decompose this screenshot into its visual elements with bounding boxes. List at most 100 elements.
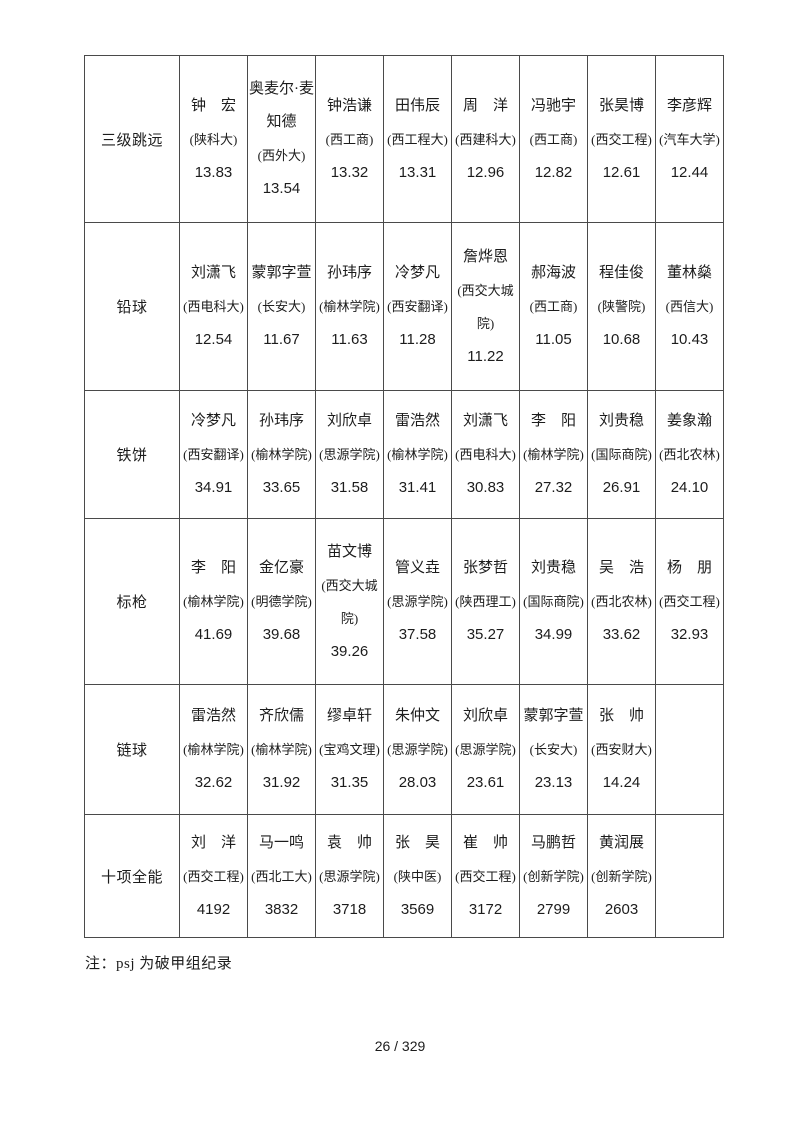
athlete-result: 26.91 <box>602 479 641 496</box>
athlete-school: (明德学院) <box>251 594 312 609</box>
results-table-body: 三级跳远钟 宏 (陕科大) 13.83 奥麦尔·麦知德 (西外大) 13.54 钟浩谦 (西工… <box>84 55 724 938</box>
athlete-school: (榆林学院) <box>183 742 244 757</box>
athlete-school: (西工商) <box>325 131 374 147</box>
athlete-cell: 刘欣卓 (思源学院) 23.61 <box>451 684 520 815</box>
athlete-result: 39.26 <box>330 642 369 660</box>
athlete-school: (榆林学院) <box>523 447 584 462</box>
athlete-school: (汽车大学) <box>659 131 720 147</box>
athlete-name: 奥麦尔·麦知德 <box>249 81 314 130</box>
athlete-name: 田伟辰 <box>394 97 440 114</box>
athlete-cell: 吴 浩 (西北农林) 33.62 <box>587 518 656 685</box>
athlete-cell: 崔 帅 (西交工程) 3172 <box>451 814 520 938</box>
athlete-name: 袁 帅 <box>326 834 372 851</box>
athlete-school: (西安翻译) <box>183 447 244 462</box>
athlete-cell: 詹烨恩 (西交大城院) 11.22 <box>451 222 520 391</box>
athlete-school: (西安财大) <box>591 742 652 757</box>
athlete-result: 33.62 <box>602 626 641 643</box>
athlete-school: (西北农林) <box>659 447 720 462</box>
athlete-result: 3718 <box>332 900 367 918</box>
athlete-result: 11.28 <box>399 331 436 348</box>
athlete-cell: 张 帅 (西安财大) 14.24 <box>587 684 656 815</box>
athlete-school: (西工程大) <box>387 131 448 147</box>
athlete-name: 钟浩谦 <box>326 97 372 114</box>
athlete-cell: 冷梦凡 (西安翻译) 34.91 <box>179 390 248 519</box>
athlete-name: 冯驰宇 <box>530 97 576 114</box>
athlete-name: 缪卓轩 <box>326 708 372 724</box>
athlete-result: 23.61 <box>466 774 505 791</box>
athlete-school: (长安大) <box>257 299 306 314</box>
results-table: 三级跳远钟 宏 (陕科大) 13.83 奥麦尔·麦知德 (西外大) 13.54 钟浩谦 (西工… <box>84 55 724 938</box>
athlete-cell: 李 阳 (榆林学院) 27.32 <box>519 390 588 519</box>
athlete-result: 12.61 <box>602 163 641 181</box>
athlete-school: (西交工程) <box>659 594 720 609</box>
athlete-result: 27.32 <box>534 479 573 496</box>
athlete-cell: 程佳俊 (陕警院) 10.68 <box>587 222 656 391</box>
event-label: 三级跳远 <box>84 55 180 223</box>
athlete-result: 12.44 <box>670 163 709 181</box>
athlete-school: (西电科大) <box>455 447 516 462</box>
athlete-school: (思源学院) <box>387 742 448 757</box>
athlete-cell: 李彦辉 (汽车大学) 12.44 <box>655 55 724 223</box>
athlete-cell: 张昊博 (西交工程) 12.61 <box>587 55 656 223</box>
athlete-result: 14.24 <box>602 774 641 791</box>
athlete-name: 刘贵稳 <box>598 413 644 429</box>
athlete-cell: 蒙郭字萱 (长安大) 11.67 <box>247 222 316 391</box>
athlete-name: 张梦哲 <box>462 560 508 576</box>
athlete-name: 黄润展 <box>598 834 644 851</box>
athlete-school: (西交大城院) <box>321 577 378 626</box>
athlete-result: 39.68 <box>262 626 301 643</box>
athlete-result: 2603 <box>604 900 639 918</box>
athlete-result: 32.62 <box>194 774 233 791</box>
athlete-result: 34.99 <box>534 626 573 643</box>
athlete-cell: 蒙郭字萱 (长安大) 23.13 <box>519 684 588 815</box>
athlete-school: (陕警院) <box>597 299 646 314</box>
athlete-cell: 刘贵稳 (国际商院) 26.91 <box>587 390 656 519</box>
athlete-result: 33.65 <box>262 479 301 496</box>
athlete-name: 冷梦凡 <box>394 265 440 281</box>
athlete-cell: 冷梦凡 (西安翻译) 11.28 <box>383 222 452 391</box>
athlete-school: (创新学院) <box>591 868 652 884</box>
record-footnote: 注：psj 为破甲组纪录 <box>85 956 233 972</box>
athlete-name: 张昊博 <box>598 97 644 114</box>
athlete-name: 雷浩然 <box>190 708 236 724</box>
athlete-result: 3832 <box>264 900 299 918</box>
athlete-result: 34.91 <box>194 479 233 496</box>
athlete-name: 李彦辉 <box>666 97 712 114</box>
athlete-name: 刘欣卓 <box>462 708 508 724</box>
athlete-cell: 张梦哲 (陕西理工) 35.27 <box>451 518 520 685</box>
athlete-school: (西安翻译) <box>387 299 448 314</box>
athlete-name: 刘潇飞 <box>190 265 236 281</box>
athlete-school: (西交工程) <box>455 868 516 884</box>
athlete-result: 10.43 <box>670 331 709 348</box>
athlete-school: (国际商院) <box>591 447 652 462</box>
athlete-cell: 周 洋 (西建科大) 12.96 <box>451 55 520 223</box>
athlete-cell: 张 昊 (陕中医) 3569 <box>383 814 452 938</box>
event-label: 铁饼 <box>84 390 180 519</box>
athlete-result: 13.54 <box>262 180 301 197</box>
athlete-result: 31.58 <box>330 479 369 496</box>
athlete-school: (西工商) <box>529 131 578 147</box>
athlete-school: (榆林学院) <box>251 447 312 462</box>
athlete-cell: 刘潇飞 (西电科大) 30.83 <box>451 390 520 519</box>
athlete-cell: 齐欣儒 (榆林学院) 31.92 <box>247 684 316 815</box>
athlete-result: 13.31 <box>398 163 437 181</box>
event-label: 链球 <box>84 684 180 815</box>
athlete-cell: 孙玮序 (榆林学院) 33.65 <box>247 390 316 519</box>
athlete-result: 3569 <box>400 900 435 918</box>
athlete-result: 37.58 <box>398 626 437 643</box>
athlete-result: 10.68 <box>602 331 641 348</box>
athlete-result: 32.93 <box>670 626 709 643</box>
athlete-school: (陕中医) <box>393 868 442 884</box>
athlete-school: (西北工大) <box>251 868 312 884</box>
athlete-school: (榆林学院) <box>319 299 380 314</box>
athlete-name: 雷浩然 <box>394 413 440 429</box>
athlete-result: 3172 <box>468 900 503 918</box>
athlete-school: (榆林学院) <box>183 594 244 609</box>
athlete-school: (陕科大) <box>189 131 238 147</box>
athlete-school: (长安大) <box>529 742 578 757</box>
athlete-cell: 钟 宏 (陕科大) 13.83 <box>179 55 248 223</box>
athlete-name: 马一鸣 <box>258 834 304 851</box>
athlete-result: 35.27 <box>466 626 505 643</box>
athlete-cell: 刘贵稳 (国际商院) 34.99 <box>519 518 588 685</box>
athlete-cell: 李 阳 (榆林学院) 41.69 <box>179 518 248 685</box>
